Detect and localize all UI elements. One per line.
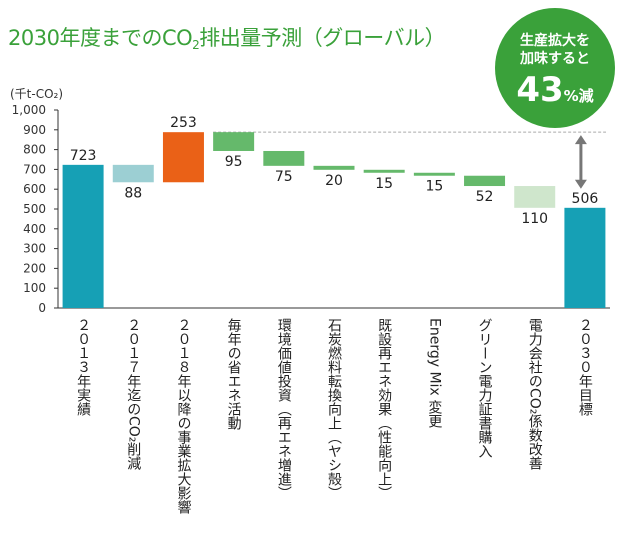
y-tick-label: 300	[23, 242, 46, 256]
category-label-4: 毎年の省エネ活動	[226, 318, 242, 431]
bar-1	[62, 164, 104, 308]
data-label-4: 95	[225, 154, 243, 170]
chart-title: 2030年度までのCO2排出量予測（グローバル）	[8, 26, 446, 52]
data-label-6: 20	[325, 173, 343, 189]
reduction-arrow-head-up	[574, 135, 587, 145]
category-label-5: 環境価値投資（再エネ増進）	[276, 318, 292, 500]
category-label-2: ２０１７年迄のCO₂削減	[125, 318, 141, 472]
bar-5	[263, 150, 305, 166]
data-label-10: 110	[521, 211, 548, 227]
reduction-arrow-head-down	[574, 179, 587, 189]
y-tick-label: 900	[23, 123, 46, 137]
y-tick-label: 800	[23, 143, 46, 157]
data-label-2: 88	[124, 185, 142, 201]
category-label-10: 電力会社のCO₂係数改善	[527, 318, 543, 471]
category-label-11: ２０３０年目標	[577, 318, 593, 416]
data-label-8: 15	[425, 179, 443, 195]
category-label-1: ２０１３年実績	[75, 318, 91, 416]
data-label-3: 253	[170, 115, 197, 131]
y-tick-label: 1,000	[12, 103, 46, 117]
y-tick-label: 700	[23, 162, 46, 176]
category-label-7: 既設再エネ効果（性能向上）	[376, 318, 392, 500]
bar-4	[213, 132, 255, 151]
bar-8	[413, 172, 455, 176]
y-tick-label: 500	[23, 202, 46, 216]
bar-10	[514, 186, 556, 208]
y-tick-label: 200	[23, 261, 46, 275]
badge-value: 43	[516, 70, 564, 110]
y-tick-label: 100	[23, 281, 46, 295]
category-label-3: ２０１８年以降の事業拡大影響	[175, 318, 191, 514]
badge-line-1: 生産拡大を	[520, 33, 590, 49]
bar-6	[313, 165, 355, 170]
bar-2	[112, 164, 154, 183]
badge-unit: %減	[563, 87, 594, 105]
bar-9	[464, 175, 506, 187]
data-label-5: 75	[275, 169, 293, 185]
category-label-9: グリーン電力証書購入	[477, 318, 493, 458]
data-label-9: 52	[476, 189, 494, 205]
y-axis-unit-label: (千t-CO₂)	[10, 87, 63, 101]
data-label-7: 15	[375, 176, 393, 192]
bar-3	[162, 132, 204, 183]
bar-7	[363, 169, 405, 173]
reduction-badge: 生産拡大を 加味すると 43%減	[495, 8, 615, 128]
data-label-1: 723	[70, 148, 97, 164]
category-label-8: Energy Mix 変更	[426, 318, 442, 429]
y-tick-label: 600	[23, 182, 46, 196]
category-label-6: 石炭燃料転換向上（ヤシ殻）	[326, 318, 342, 500]
y-tick-label: 0	[38, 301, 46, 315]
y-tick-label: 400	[23, 222, 46, 236]
badge-line-2: 加味すると	[520, 51, 590, 67]
data-label-11: 506	[572, 191, 599, 207]
bar-11	[564, 207, 606, 308]
